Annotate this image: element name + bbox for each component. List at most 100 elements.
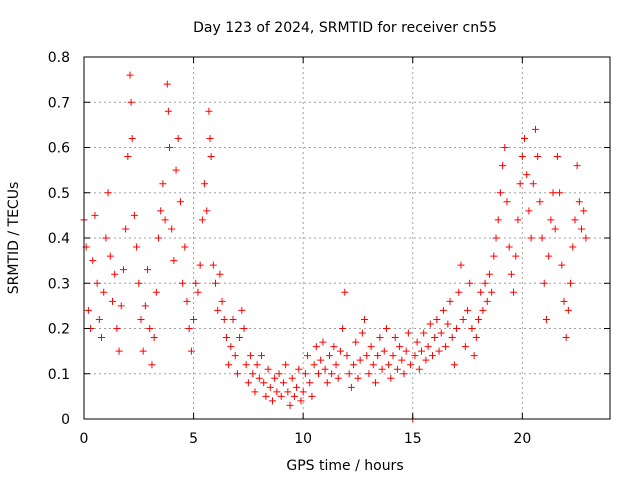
- data-point: [407, 361, 415, 369]
- data-point: [212, 279, 219, 287]
- data-point: [282, 361, 290, 369]
- data-point: [575, 198, 583, 206]
- data-point: [95, 315, 103, 323]
- data-point: [356, 356, 364, 364]
- data-point: [133, 243, 141, 251]
- data-point: [251, 388, 259, 396]
- data-point: [424, 343, 432, 351]
- data-point: [238, 306, 246, 314]
- data-point: [461, 343, 469, 351]
- y-tick-label: 0.2: [48, 322, 70, 338]
- x-tick-label: 5: [189, 431, 198, 447]
- y-tick-label: 0: [61, 412, 70, 428]
- data-point: [444, 320, 452, 328]
- data-point: [496, 189, 504, 197]
- data-point: [203, 207, 211, 215]
- data-point: [159, 180, 167, 188]
- data-point: [111, 270, 119, 278]
- data-point: [560, 297, 568, 305]
- data-point: [164, 107, 172, 115]
- data-point: [551, 225, 559, 233]
- data-point: [571, 216, 579, 224]
- data-point: [328, 370, 336, 378]
- data-point: [393, 365, 401, 373]
- data-point: [455, 288, 463, 296]
- data-point: [275, 370, 283, 378]
- data-point: [339, 325, 347, 332]
- chart-title: Day 123 of 2024, SRMTID for receiver cn5…: [193, 20, 497, 36]
- data-point: [174, 134, 182, 142]
- data-point: [130, 211, 138, 219]
- data-point: [321, 365, 329, 373]
- data-point: [396, 343, 404, 351]
- data-point: [531, 125, 539, 133]
- data-point: [185, 325, 193, 332]
- data-point: [117, 302, 125, 310]
- data-point: [466, 279, 474, 287]
- data-point: [192, 279, 200, 287]
- data-point: [439, 306, 447, 314]
- data-point: [420, 329, 428, 337]
- data-point: [209, 261, 217, 269]
- data-point: [264, 365, 272, 373]
- data-point: [157, 207, 165, 215]
- data-point: [582, 234, 590, 242]
- data-point: [369, 361, 377, 369]
- data-point: [402, 347, 410, 355]
- data-point: [141, 302, 149, 310]
- data-point: [290, 392, 298, 400]
- data-point: [323, 379, 331, 387]
- data-point: [165, 144, 173, 151]
- y-tick-labels: 0 0.1 0.2 0.3 0.4 0.5 0.6 0.7 0.8: [48, 50, 70, 428]
- data-point: [98, 334, 106, 342]
- data-point: [415, 365, 423, 373]
- data-point: [371, 379, 379, 387]
- data-point: [529, 180, 537, 188]
- data-point: [341, 288, 349, 296]
- data-point: [277, 392, 285, 400]
- data-point: [363, 352, 371, 360]
- data-point: [450, 361, 458, 369]
- data-point: [312, 343, 320, 351]
- data-point: [437, 329, 445, 337]
- data-point: [431, 334, 439, 342]
- data-point: [330, 343, 338, 351]
- data-point: [569, 243, 577, 251]
- data-point: [334, 374, 342, 382]
- data-point: [492, 234, 500, 242]
- data-point: [183, 297, 191, 305]
- data-point: [518, 153, 526, 161]
- data-point: [457, 261, 465, 269]
- data-point: [564, 306, 572, 314]
- data-point: [155, 234, 163, 242]
- data-point: [378, 365, 386, 373]
- data-point: [525, 207, 533, 215]
- data-point: [113, 325, 121, 332]
- data-point: [176, 198, 184, 206]
- data-point: [347, 383, 355, 391]
- data-point: [190, 315, 198, 323]
- data-point: [380, 347, 388, 355]
- data-point: [446, 297, 454, 305]
- data-point: [236, 334, 244, 342]
- data-point: [163, 80, 171, 88]
- data-point: [573, 162, 581, 170]
- data-point: [361, 315, 369, 323]
- x-tick-label: 15: [404, 431, 422, 447]
- data-point: [104, 189, 112, 197]
- data-point: [319, 338, 327, 346]
- data-point: [247, 352, 255, 360]
- data-point: [505, 243, 513, 251]
- data-point: [468, 325, 476, 332]
- data-point: [503, 198, 511, 206]
- data-point: [514, 216, 522, 224]
- data-point: [553, 153, 561, 161]
- data-point: [538, 234, 546, 242]
- y-axis-label: SRMTID / TECUs: [6, 182, 22, 295]
- data-point: [435, 347, 443, 355]
- data-point: [152, 288, 160, 296]
- data-point: [102, 234, 110, 242]
- data-point: [310, 361, 318, 369]
- axis-ticks: [83, 56, 610, 420]
- data-point: [93, 279, 101, 287]
